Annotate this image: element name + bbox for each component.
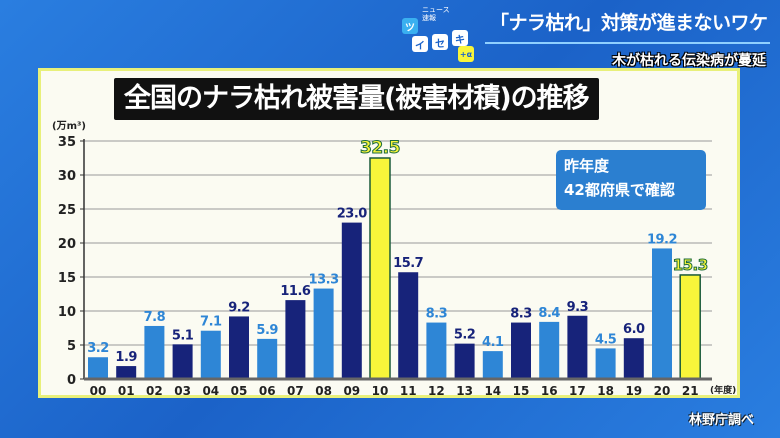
y-tick-label: 0 bbox=[67, 373, 76, 388]
bar-19 bbox=[623, 338, 644, 379]
data-label-03: 5.1 bbox=[172, 328, 194, 343]
bar-04 bbox=[200, 330, 221, 379]
x-tick-label: 15 bbox=[513, 384, 530, 398]
bar-02 bbox=[144, 325, 165, 379]
x-axis-unit: (年度) bbox=[710, 386, 737, 396]
headline: 「ナラ枯れ」対策が進まないワケ bbox=[490, 12, 768, 34]
bar-07 bbox=[285, 300, 306, 379]
logo-tile: イ bbox=[412, 36, 428, 52]
x-tick-label: 11 bbox=[400, 384, 417, 398]
bar-17 bbox=[567, 315, 588, 379]
y-tick-label: 25 bbox=[58, 203, 76, 218]
chart-title: 全国のナラ枯れ被害量(被害材積)の推移 bbox=[114, 78, 599, 120]
x-tick-label: 12 bbox=[428, 384, 445, 398]
y-tick-label: 10 bbox=[58, 305, 76, 320]
x-tick-label: 08 bbox=[315, 384, 332, 398]
bar-00 bbox=[88, 357, 108, 379]
data-label-21: 15.3 bbox=[673, 256, 708, 274]
bar-13 bbox=[454, 343, 475, 379]
callout-line2: 42都府県で確認 bbox=[564, 181, 675, 199]
x-tick-label: 04 bbox=[202, 384, 219, 398]
data-label-02: 7.8 bbox=[144, 310, 166, 325]
x-tick-label: 05 bbox=[231, 384, 248, 398]
y-tick-label: 35 bbox=[58, 135, 76, 150]
data-label-00: 3.2 bbox=[87, 341, 109, 356]
x-tick-label: 06 bbox=[259, 384, 276, 398]
x-tick-label: 09 bbox=[343, 384, 360, 398]
x-tick-label: 21 bbox=[682, 384, 699, 398]
logo-tile: キ bbox=[452, 30, 468, 46]
data-label-12: 8.3 bbox=[426, 307, 448, 322]
bar-14 bbox=[482, 351, 503, 379]
data-label-20: 19.2 bbox=[647, 232, 677, 247]
data-label-05: 9.2 bbox=[228, 300, 250, 315]
data-label-14: 4.1 bbox=[482, 335, 504, 350]
bar-16 bbox=[539, 321, 560, 379]
x-tick-label: 02 bbox=[146, 384, 163, 398]
bar-06 bbox=[257, 338, 278, 379]
data-label-19: 6.0 bbox=[623, 322, 645, 337]
bar-12 bbox=[426, 322, 447, 379]
x-tick-label: 17 bbox=[569, 384, 586, 398]
x-tick-label: 10 bbox=[372, 384, 389, 398]
data-label-07: 11.6 bbox=[280, 284, 311, 299]
logo-tile: ツ bbox=[402, 18, 418, 34]
bar-21 bbox=[679, 274, 701, 380]
x-tick-label: 16 bbox=[541, 384, 558, 398]
x-tick-label: 07 bbox=[287, 384, 304, 398]
data-label-17: 9.3 bbox=[567, 300, 589, 315]
data-label-06: 5.9 bbox=[256, 323, 278, 338]
x-tick-label: 13 bbox=[456, 384, 473, 398]
bar-09 bbox=[341, 222, 362, 379]
x-tick-label: 14 bbox=[484, 384, 501, 398]
program-logo: ツ イ セ キ +α ニュース 速報 bbox=[400, 4, 482, 62]
y-tick-label: 20 bbox=[58, 237, 76, 252]
bar-03 bbox=[172, 344, 193, 379]
bar-08 bbox=[313, 288, 334, 379]
data-label-01: 1.9 bbox=[115, 350, 137, 365]
y-tick-label: 30 bbox=[58, 169, 76, 184]
data-label-04: 7.1 bbox=[200, 315, 222, 330]
callout-box: 昨年度 42都府県で確認 bbox=[556, 150, 706, 210]
source-note: 林野庁調べ bbox=[688, 413, 754, 428]
x-tick-label: 00 bbox=[90, 384, 107, 398]
bar-11 bbox=[398, 272, 419, 379]
data-label-13: 5.2 bbox=[454, 328, 476, 343]
data-label-16: 8.4 bbox=[538, 306, 560, 321]
y-axis-unit: (万m³) bbox=[52, 121, 86, 132]
data-label-18: 4.5 bbox=[595, 332, 617, 347]
logo-tile: +α bbox=[458, 46, 474, 62]
bar-05 bbox=[229, 316, 249, 379]
x-tick-label: 19 bbox=[625, 384, 642, 398]
bar-15 bbox=[511, 322, 531, 379]
data-label-11: 15.7 bbox=[393, 256, 424, 271]
data-label-08: 13.3 bbox=[309, 273, 340, 288]
data-label-15: 8.3 bbox=[510, 307, 532, 322]
x-tick-label: 03 bbox=[174, 384, 191, 398]
data-label-10: 32.5 bbox=[360, 138, 400, 158]
logo-tile: セ bbox=[432, 34, 448, 50]
logo-caption: ニュース 速報 bbox=[422, 6, 450, 22]
headline-divider bbox=[485, 42, 770, 44]
y-tick-label: 5 bbox=[67, 339, 76, 354]
bar-10 bbox=[369, 157, 391, 380]
x-tick-label: 18 bbox=[597, 384, 614, 398]
subheadline: 木が枯れる伝染病が蔓延 bbox=[612, 53, 766, 69]
data-label-09: 23.0 bbox=[337, 207, 368, 222]
bar-01 bbox=[116, 366, 137, 379]
bar-18 bbox=[595, 348, 616, 379]
x-tick-label: 01 bbox=[118, 384, 135, 398]
callout-line1: 昨年度 bbox=[564, 157, 610, 175]
y-tick-label: 15 bbox=[58, 271, 76, 286]
bar-20 bbox=[652, 248, 672, 379]
x-tick-label: 20 bbox=[654, 384, 671, 398]
